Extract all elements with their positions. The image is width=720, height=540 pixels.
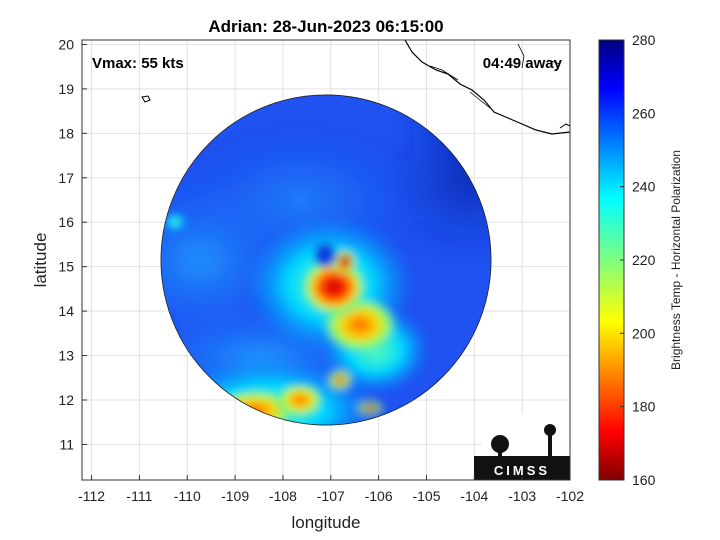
eye-cold-spot [314,243,336,267]
x-tick-label-1: -111 [126,488,152,504]
x-tick-label-6: -106 [365,488,393,504]
coastline-inland [429,43,561,109]
colorbar-tick-label-2: 240 [632,179,656,195]
logo-text: CIMSS [494,463,550,478]
y-tick-label-7: 18 [58,125,74,141]
x-tick-label-7: -105 [412,488,440,504]
island-outline [141,95,151,103]
chart-title: Adrian: 28-Jun-2023 06:15:00 [208,17,443,36]
eye-core-n [333,248,357,276]
vmax-annotation: Vmax: 55 kts [92,55,184,72]
x-tick-label-10: -102 [556,488,584,504]
colorbar-tick-label-4: 200 [632,325,656,341]
colorbar-label: Brightness Temp - Horizontal Polarizatio… [669,150,683,370]
y-axis-label: latitude [31,233,50,288]
y-tick-label-9: 20 [58,36,74,52]
x-tick-label-9: -103 [508,488,536,504]
colorbar-tick-label-0: 280 [632,32,656,48]
x-tick-label-2: -110 [174,488,201,504]
band-cyan-w [163,212,187,232]
x-tick-label-5: -107 [317,488,345,504]
y-tick-label-3: 14 [58,303,74,319]
colorbar-tick-label-5: 180 [632,399,656,415]
x-axis-label: longitude [291,513,360,532]
x-tick-label-0: -112 [78,488,105,504]
colorbar-tick-label-1: 260 [632,105,656,121]
x-axis-ticks: -112 -111 -110 -109 -108 -107 -106 -105 -104 -103… [78,475,584,504]
colorbar-tick-label-3: 220 [632,252,656,268]
y-tick-label-5: 16 [58,214,74,230]
y-axis-ticks: 11 12 13 14 15 16 17 18 19 20 [58,36,87,452]
coastline [404,40,570,135]
y-tick-label-6: 17 [58,170,74,186]
colorbar-gradient [598,39,625,481]
cimss-logo: CIMSS [474,414,570,480]
logo-antenna-left [491,435,509,453]
band-warm-sw4 [326,368,354,392]
time-away-annotation: 04:49 away [483,55,563,72]
band-warm-sw5 [354,398,386,418]
y-tick-label-2: 13 [58,348,74,364]
band-warm-sw2 [275,382,325,418]
x-tick-label-3: -109 [221,488,249,504]
x-tick-label-4: -108 [269,488,297,504]
y-tick-label-1: 12 [58,392,74,408]
y-tick-label-8: 19 [58,81,74,97]
logo-antenna-stem [498,448,502,458]
plot-area: CIMSS -112 -111 -110 -109 -108 -107 -106 -105 -1… [58,36,584,504]
logo-tower-top [544,424,556,436]
colorbar-ticks: 280 260 240 220 200 180 160 [620,32,656,488]
colorbar-tick-label-6: 160 [632,472,656,488]
plot-frame [81,39,571,481]
y-tick-label-0: 11 [59,436,74,452]
y-tick-label-4: 15 [58,259,74,275]
x-tick-label-8: -104 [460,488,488,504]
coastline-east [559,123,570,129]
logo-tower [548,428,552,458]
swath-outline [160,94,492,426]
colorbar: 280 260 240 220 200 180 160 Brightness Temp - … [598,32,683,488]
